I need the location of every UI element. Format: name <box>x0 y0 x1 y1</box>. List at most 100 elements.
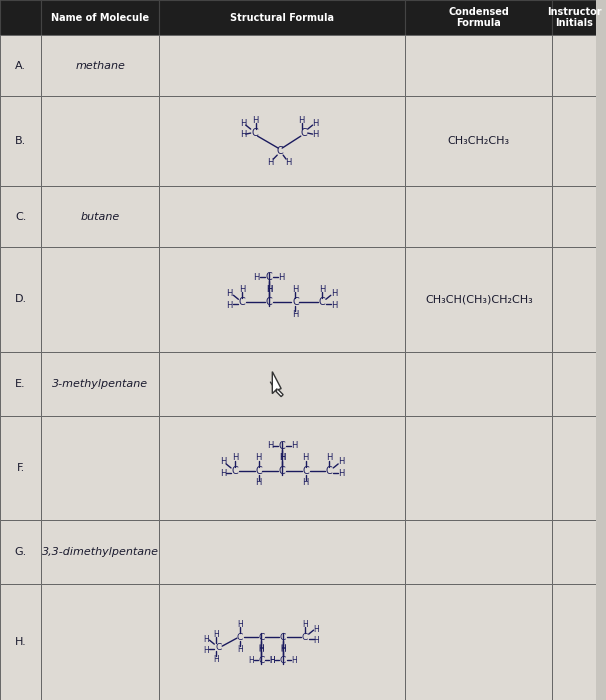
Bar <box>553 35 596 96</box>
Text: H: H <box>237 620 243 629</box>
Text: G.: G. <box>15 547 27 557</box>
Text: H: H <box>338 458 344 466</box>
Text: Name of Molecule: Name of Molecule <box>52 13 149 22</box>
Bar <box>41 351 159 416</box>
Bar <box>405 0 553 35</box>
Text: H: H <box>279 454 285 463</box>
Text: H: H <box>270 656 275 664</box>
Text: H: H <box>248 656 253 664</box>
Bar <box>0 520 41 584</box>
Text: H: H <box>292 285 299 294</box>
Text: H: H <box>291 442 297 451</box>
Text: C: C <box>292 298 299 307</box>
Text: CH₃CH₂CH₃: CH₃CH₂CH₃ <box>448 136 510 146</box>
Text: C: C <box>265 272 272 282</box>
Text: C: C <box>280 656 286 664</box>
Text: H: H <box>292 310 299 319</box>
Text: H: H <box>302 479 309 487</box>
Text: C: C <box>302 466 309 476</box>
Text: H: H <box>279 273 285 282</box>
Text: H: H <box>267 442 273 451</box>
Text: H: H <box>239 118 246 127</box>
Text: C: C <box>326 466 333 476</box>
Text: 3,3-dimethylpentane: 3,3-dimethylpentane <box>42 547 159 557</box>
Text: C: C <box>231 466 238 476</box>
Text: H: H <box>319 285 325 294</box>
Text: H: H <box>299 116 305 125</box>
Text: H: H <box>331 289 338 298</box>
Text: Condensed
Formula: Condensed Formula <box>448 7 509 29</box>
Text: C: C <box>255 466 262 476</box>
Text: H: H <box>331 301 338 310</box>
Text: H: H <box>253 273 259 282</box>
Bar <box>159 416 405 520</box>
Text: C: C <box>319 298 325 307</box>
Bar <box>553 247 596 351</box>
Bar <box>0 0 41 35</box>
Bar <box>0 186 41 247</box>
Text: H: H <box>239 130 246 139</box>
Text: H.: H. <box>15 637 27 647</box>
Text: H: H <box>314 636 319 645</box>
Text: C: C <box>251 128 258 138</box>
Bar <box>159 35 405 96</box>
Bar <box>41 416 159 520</box>
Text: H: H <box>279 454 285 463</box>
Text: H: H <box>314 624 319 634</box>
Bar <box>553 186 596 247</box>
Text: H: H <box>220 458 227 466</box>
Text: B.: B. <box>15 136 26 146</box>
Text: H: H <box>213 629 219 638</box>
Bar <box>405 35 553 96</box>
Text: C: C <box>215 643 221 652</box>
Bar <box>0 247 41 351</box>
Text: C: C <box>258 633 265 642</box>
Bar <box>159 351 405 416</box>
Text: H: H <box>227 301 233 310</box>
Bar <box>159 96 405 186</box>
Text: D.: D. <box>15 294 27 304</box>
Text: C: C <box>258 656 265 664</box>
Bar <box>159 584 405 700</box>
Text: H: H <box>291 656 297 664</box>
Text: C: C <box>279 441 285 451</box>
Bar <box>0 416 41 520</box>
Text: C: C <box>277 146 284 156</box>
Text: C: C <box>239 298 245 307</box>
Text: C: C <box>302 633 308 642</box>
Text: H: H <box>255 479 262 487</box>
Text: H: H <box>270 656 275 664</box>
Bar <box>41 0 159 35</box>
Text: Instructor
Initials: Instructor Initials <box>547 7 601 29</box>
Text: H: H <box>312 130 319 139</box>
Bar <box>553 351 596 416</box>
Bar <box>41 247 159 351</box>
Bar <box>0 351 41 416</box>
Bar <box>553 584 596 700</box>
Bar <box>405 247 553 351</box>
Text: H: H <box>259 643 264 652</box>
Text: H: H <box>255 454 262 463</box>
Text: H: H <box>231 454 238 463</box>
Bar <box>41 520 159 584</box>
Bar <box>405 520 553 584</box>
Text: H: H <box>338 470 344 479</box>
Bar <box>41 584 159 700</box>
Text: H: H <box>220 470 227 479</box>
Text: H: H <box>302 620 308 629</box>
Bar <box>41 96 159 186</box>
Bar <box>41 35 159 96</box>
Text: C: C <box>301 128 307 138</box>
Text: H: H <box>285 158 291 167</box>
Bar <box>159 247 405 351</box>
Bar <box>553 96 596 186</box>
Text: C: C <box>279 466 285 476</box>
Text: butane: butane <box>81 211 120 222</box>
Bar <box>405 351 553 416</box>
Text: H: H <box>312 118 319 127</box>
Polygon shape <box>272 372 283 397</box>
Text: H: H <box>265 285 272 294</box>
Text: H: H <box>213 654 219 664</box>
Bar <box>0 96 41 186</box>
Text: H: H <box>280 645 286 654</box>
